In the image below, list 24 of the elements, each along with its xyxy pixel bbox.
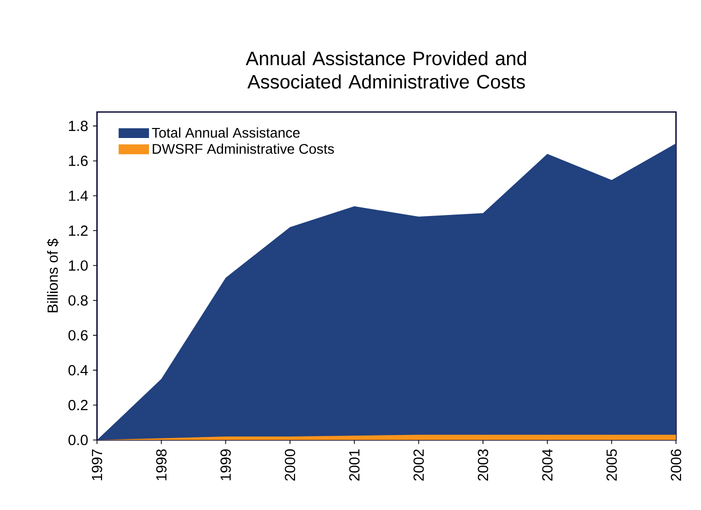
y-tick-label: 0.6 — [68, 330, 88, 340]
x-tick-label: 2002 — [413, 449, 424, 481]
y-axis-title: Billions of $ — [46, 238, 59, 312]
y-tick-label: 1.8 — [69, 120, 88, 132]
y-tick-label: 0.0 — [68, 434, 88, 446]
y-tick-label: 0.4 — [68, 365, 88, 376]
x-tick-label: 2006 — [670, 449, 682, 481]
x-tick-label: 2005 — [606, 449, 617, 481]
chart-title: Annual Assistance Provided and Associated Administrative Costs — [246, 51, 526, 89]
legend-label: DWSRF Administrative Costs — [152, 144, 334, 154]
x-tick-label: 1999 — [220, 449, 231, 480]
x-tick-label: 1998 — [156, 449, 167, 480]
x-tick-label: 2001 — [349, 449, 360, 481]
y-tick-label: 1.4 — [69, 190, 88, 201]
y-tick-label: 1.0 — [69, 260, 88, 271]
y-tick-label: 0.8 — [68, 295, 88, 306]
y-tick-label: 1.6 — [69, 156, 88, 166]
x-tick-label: 2003 — [478, 449, 488, 481]
y-tick-label: 1.2 — [69, 226, 88, 236]
legend-label: Total Annual Assistance — [152, 127, 300, 138]
y-tick-label: 0.2 — [68, 400, 88, 410]
x-tick-label: 1997 — [92, 449, 102, 480]
x-tick-label: 2004 — [542, 449, 553, 481]
x-tick-label: 2000 — [284, 449, 296, 481]
